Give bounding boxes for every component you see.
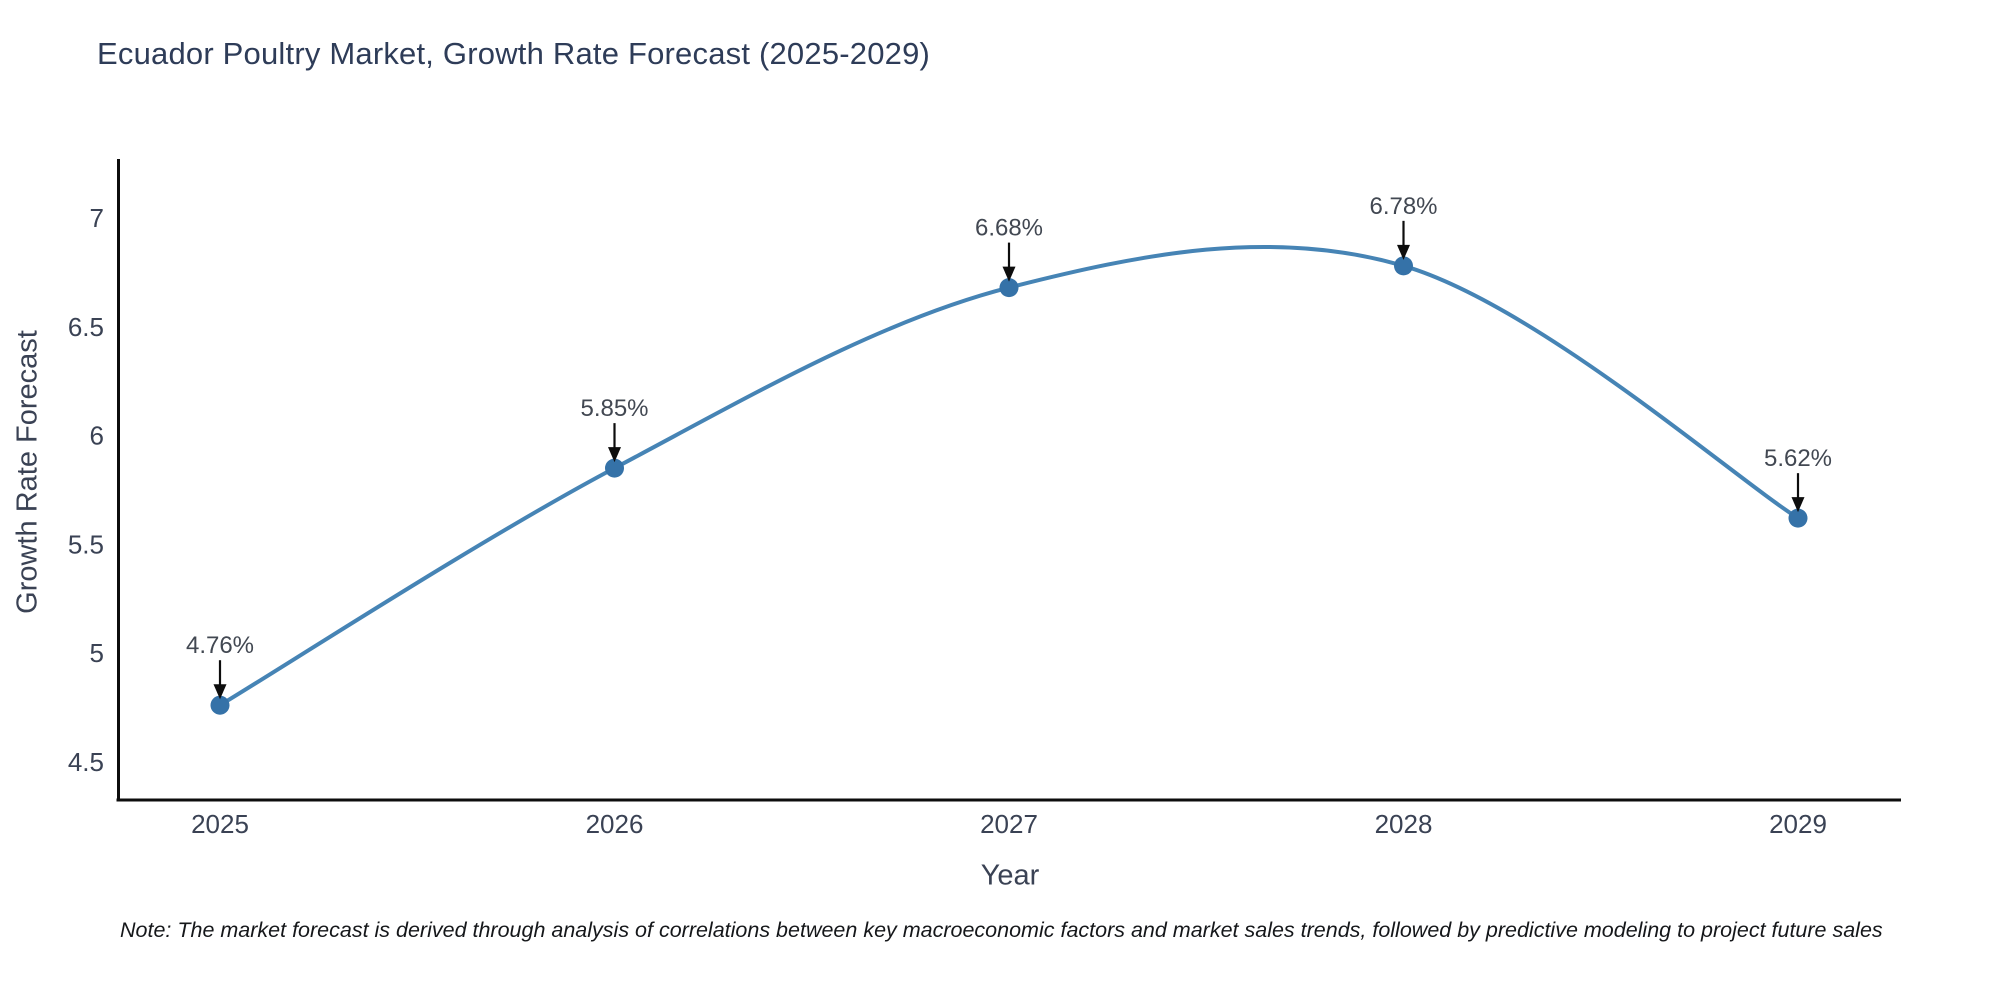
annotation-arrow-head <box>1791 497 1805 513</box>
y-tick-label: 4.5 <box>68 747 104 777</box>
x-tick-label: 2026 <box>586 809 644 839</box>
x-tick-label: 2025 <box>191 809 249 839</box>
y-tick-label: 6 <box>90 421 104 451</box>
data-point-label: 5.85% <box>580 395 648 422</box>
footnote-text: Note: The market forecast is derived thr… <box>120 918 1883 942</box>
data-point-marker <box>1394 256 1413 276</box>
data-point-label: 4.76% <box>186 632 254 659</box>
chart-title: Ecuador Poultry Market, Growth Rate Fore… <box>97 36 931 71</box>
forecast-line <box>218 244 1800 708</box>
annotation-arrow-head <box>608 447 621 463</box>
x-axis-title: Year <box>980 859 1040 892</box>
y-tick-label: 6.5 <box>68 312 104 342</box>
y-tick-label: 5.5 <box>68 529 104 559</box>
y-tick-label: 7 <box>90 203 104 233</box>
data-point-marker <box>999 278 1019 298</box>
annotation-arrow-head <box>213 684 227 700</box>
x-tick-label: 2028 <box>1375 809 1433 839</box>
data-point-marker <box>1788 508 1808 528</box>
data-point-label: 5.62% <box>1764 445 1832 472</box>
annotation-arrow-head <box>1002 266 1016 282</box>
data-point-label: 6.68% <box>975 215 1043 242</box>
x-tick-label: 2029 <box>1769 809 1827 839</box>
data-point-marker <box>605 458 624 478</box>
data-point-label: 6.78% <box>1369 193 1437 220</box>
x-tick-label: 2027 <box>980 809 1038 839</box>
y-tick-label: 5 <box>90 638 104 668</box>
annotation-arrow-head <box>1397 244 1410 260</box>
data-point-marker <box>210 695 230 715</box>
